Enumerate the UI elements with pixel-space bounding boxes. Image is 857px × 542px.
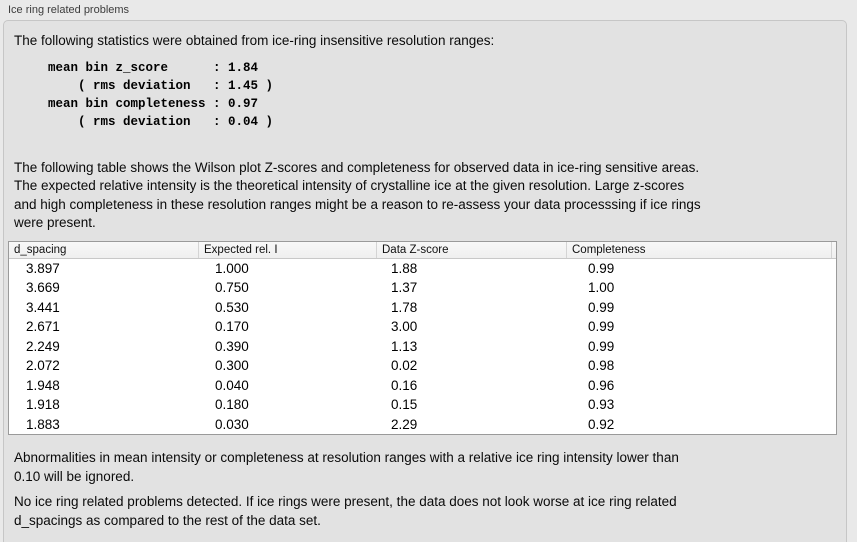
table-cell: 3.441 [26,299,60,315]
table-cell: 1.948 [26,377,60,393]
table-row[interactable]: 1.918 0.180 0.15 0.93 [9,395,836,415]
table-cell-filler [832,298,836,318]
table-cell: 1.78 [391,299,418,315]
table-cell: 0.15 [391,397,418,412]
table-row[interactable]: 2.072 0.300 0.02 0.98 [9,356,836,376]
table-cell: 3.897 [26,260,60,276]
ice-ring-groupbox: The following statistics were obtained f… [3,20,847,542]
table-cell: 1.37 [391,280,418,295]
table-cell-filler [832,395,836,415]
table-cell: 0.390 [215,338,249,354]
table-cell: 0.99 [588,299,615,315]
table-cell: 0.16 [391,377,418,393]
table-cell: 0.99 [588,338,615,354]
table-cell: 3.669 [26,280,60,295]
table-row[interactable]: 2.249 0.390 1.13 0.99 [9,337,836,357]
table-cell: 0.170 [215,319,249,334]
table-cell-filler [832,356,836,376]
table-row[interactable]: 3.441 0.530 1.78 0.99 [9,298,836,318]
table-body: 3.897 1.000 1.88 0.99 3.669 0.750 1.37 1.00 3.44… [9,259,836,435]
table-cell: 1.883 [26,416,60,432]
table-cell-filler [832,415,836,435]
table-header-row: d_spacing Expected rel. I Data Z-score C… [9,241,837,259]
table-cell-filler [832,259,836,279]
table-cell: 0.98 [588,358,615,373]
table-cell: 2.29 [391,416,418,432]
table-cell: 0.02 [391,358,418,373]
table-cell: 0.030 [215,416,249,432]
table-cell: 0.92 [588,416,615,432]
intro-text: The following statistics were obtained f… [14,33,495,48]
table-cell: 1.00 [588,280,615,295]
table-cell: 2.072 [26,358,60,373]
summary-statistics-block: mean bin z_score : 1.84 ( rms deviation … [48,60,274,129]
table-row[interactable]: 2.671 0.170 3.00 0.99 [9,317,836,337]
table-row[interactable]: 1.883 0.030 2.29 0.92 [9,415,836,435]
table-cell: 1.918 [26,397,60,412]
table-cell-filler [832,337,836,357]
table-cell: 1.13 [391,338,418,354]
table-cell-filler [832,376,836,396]
table-row[interactable]: 1.948 0.040 0.16 0.96 [9,376,836,396]
table-cell: 0.99 [588,319,615,334]
table-description: The following table shows the Wilson plo… [14,159,701,231]
ignore-note: Abnormalities in mean intensity or compl… [14,450,679,484]
table-cell-filler [832,317,836,337]
table-cell: 0.99 [588,260,615,276]
column-header-completeness[interactable]: Completeness [567,241,832,258]
table-cell: 0.300 [215,358,249,373]
column-header-data-z-score[interactable]: Data Z-score [377,241,567,258]
column-header-filler [832,242,837,258]
ice-ring-table: d_spacing Expected rel. I Data Z-score C… [8,240,837,435]
table-cell: 2.671 [26,319,60,334]
table-cell: 1.88 [391,260,418,276]
table-cell: 1.000 [215,260,249,276]
table-cell: 0.750 [215,280,249,295]
table-row[interactable]: 3.669 0.750 1.37 1.00 [9,278,836,298]
table-cell: 2.249 [26,338,60,354]
table-row[interactable]: 3.897 1.000 1.88 0.99 [9,259,836,279]
table-cell: 3.00 [391,319,418,334]
table-cell: 0.93 [588,397,615,412]
table-cell: 0.040 [215,377,249,393]
table-cell: 0.180 [215,397,249,412]
table-cell: 0.530 [215,299,249,315]
column-header-expected-rel-i[interactable]: Expected rel. I [199,241,377,258]
panel-title: Ice ring related problems [8,4,130,16]
conclusion-text: No ice ring related problems detected. I… [14,494,677,528]
column-header-d-spacing[interactable]: d_spacing [9,241,199,258]
table-cell-filler [832,278,836,298]
table-cell: 0.96 [588,377,615,393]
